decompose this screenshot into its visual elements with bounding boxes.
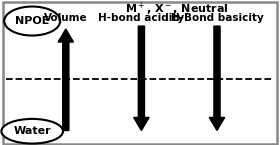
Text: H-bond acidity: H-bond acidity	[98, 13, 185, 23]
Text: Water: Water	[13, 126, 51, 136]
FancyArrow shape	[134, 26, 149, 130]
Ellipse shape	[1, 119, 63, 144]
FancyBboxPatch shape	[3, 2, 277, 144]
FancyArrow shape	[209, 26, 225, 130]
Text: H-Bond basicity: H-Bond basicity	[171, 13, 263, 23]
Ellipse shape	[4, 7, 60, 36]
Text: M$^+$, X$^-$, Neutral: M$^+$, X$^-$, Neutral	[125, 1, 228, 18]
Text: NPOE: NPOE	[15, 16, 49, 26]
Text: Volume: Volume	[44, 13, 88, 23]
FancyArrow shape	[58, 29, 73, 130]
